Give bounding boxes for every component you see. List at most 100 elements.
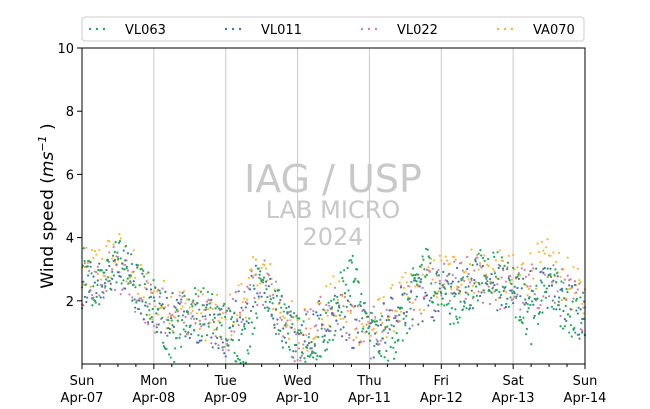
data-point — [526, 285, 529, 288]
data-point — [174, 347, 177, 350]
data-point — [454, 308, 457, 311]
data-point — [306, 349, 309, 352]
data-point — [185, 324, 188, 327]
data-point — [286, 311, 289, 314]
data-point — [297, 329, 300, 332]
data-point — [272, 296, 275, 300]
data-point — [392, 325, 395, 328]
data-point — [349, 303, 352, 306]
data-point — [443, 304, 446, 307]
data-point — [204, 315, 207, 318]
data-point — [103, 286, 107, 289]
data-point — [108, 251, 111, 254]
data-point — [88, 289, 91, 293]
data-point — [434, 310, 437, 313]
data-point — [428, 256, 431, 259]
data-point — [244, 306, 247, 309]
data-point — [179, 333, 182, 336]
data-point — [447, 282, 450, 285]
data-point — [175, 298, 178, 302]
data-point — [405, 281, 408, 284]
data-point — [573, 280, 577, 283]
data-point — [308, 355, 311, 358]
data-point — [220, 316, 223, 320]
data-point — [558, 308, 561, 311]
data-point — [190, 303, 193, 306]
data-point — [552, 307, 555, 311]
data-point — [418, 276, 421, 280]
data-point — [579, 296, 582, 299]
data-point — [510, 278, 513, 281]
data-point — [324, 311, 328, 314]
data-point — [196, 302, 199, 305]
data-point — [526, 303, 529, 306]
data-point — [556, 290, 559, 293]
data-point — [453, 295, 456, 298]
data-point — [176, 319, 179, 322]
data-point — [97, 268, 100, 272]
data-point — [293, 343, 297, 347]
data-point — [297, 347, 301, 350]
data-point — [256, 303, 259, 307]
legend-item: VL011 — [224, 23, 302, 38]
data-point — [386, 325, 389, 328]
data-point — [119, 257, 122, 260]
data-point — [451, 273, 454, 277]
data-point — [447, 302, 450, 305]
data-point — [436, 292, 439, 295]
data-point — [373, 344, 376, 348]
data-point — [348, 259, 351, 262]
data-point — [539, 271, 542, 274]
data-point — [174, 306, 177, 309]
data-point — [195, 317, 198, 320]
data-point — [378, 342, 381, 346]
data-point — [319, 301, 322, 305]
data-point — [578, 337, 581, 340]
data-point — [372, 356, 375, 359]
data-point — [369, 357, 372, 360]
data-point — [581, 317, 584, 321]
data-point — [517, 277, 520, 281]
data-point — [368, 325, 371, 328]
data-point — [214, 335, 217, 338]
data-point — [513, 295, 516, 298]
data-point — [409, 307, 412, 310]
data-point — [428, 270, 431, 273]
x-tick-label-date: Apr-12 — [420, 391, 463, 406]
legend-marker — [374, 27, 378, 31]
data-point — [106, 276, 109, 279]
data-point — [434, 291, 437, 295]
data-point — [541, 311, 544, 314]
data-point — [259, 277, 262, 280]
data-point — [566, 274, 569, 277]
data-point — [467, 293, 470, 296]
data-point — [345, 338, 348, 342]
data-point — [502, 289, 505, 293]
data-point — [101, 285, 104, 288]
data-point — [123, 268, 126, 271]
data-point — [108, 264, 111, 268]
data-point — [183, 294, 186, 297]
data-point — [529, 252, 532, 255]
data-point — [169, 356, 172, 359]
data-point — [342, 280, 345, 283]
data-point — [546, 238, 549, 241]
data-point — [230, 334, 233, 337]
data-point — [299, 329, 302, 332]
data-point — [241, 300, 245, 303]
data-point — [170, 295, 173, 299]
data-point — [558, 296, 561, 299]
data-point — [466, 255, 469, 259]
data-point — [292, 315, 295, 319]
data-point — [306, 310, 309, 313]
data-point — [570, 284, 574, 288]
data-point — [420, 263, 423, 267]
data-point — [238, 311, 242, 314]
data-point — [121, 288, 124, 291]
data-point — [256, 284, 259, 287]
data-point — [507, 277, 510, 280]
data-point — [96, 272, 99, 276]
data-point — [292, 356, 295, 359]
data-point — [246, 302, 249, 305]
data-point — [287, 305, 291, 308]
